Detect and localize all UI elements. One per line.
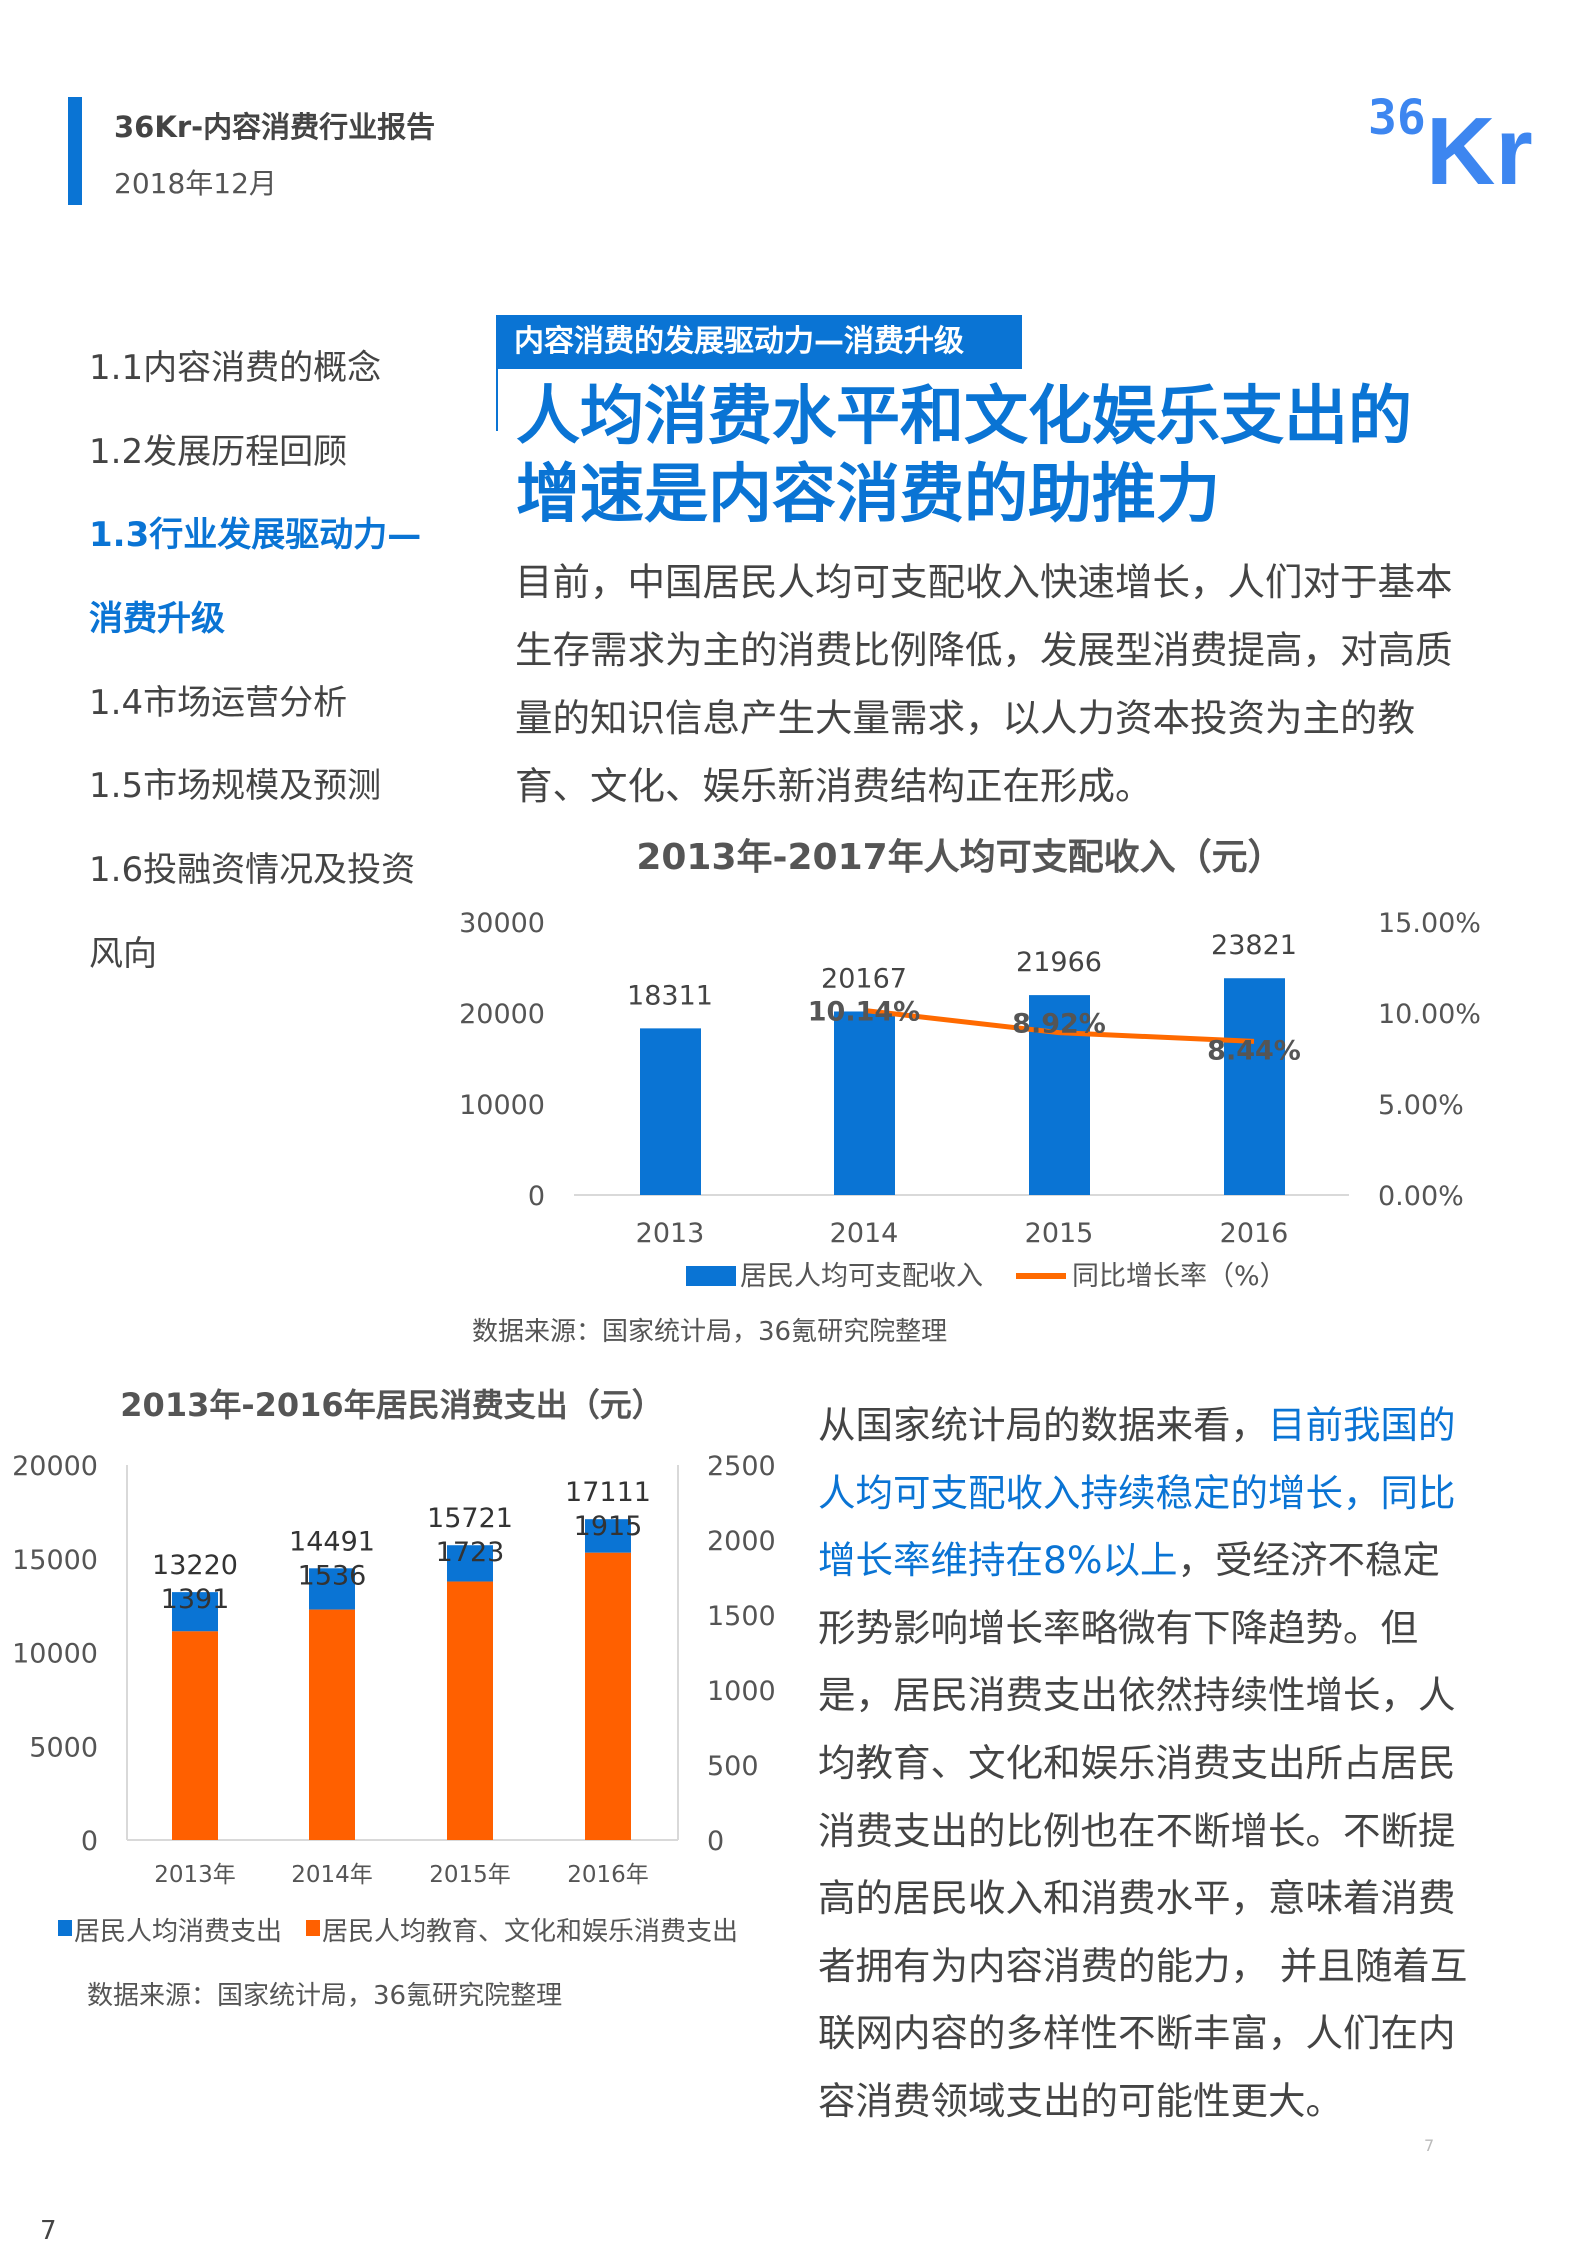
page-headline: 人均消费水平和文化娱乐支出的 增速是内容消费的助推力 bbox=[516, 378, 1516, 534]
svg-text:36: 36 bbox=[1368, 92, 1426, 146]
nav-item-market-size[interactable]: 1.5市场规模及预测 bbox=[89, 766, 382, 806]
chart1-y-tick: 0 bbox=[528, 1181, 545, 1212]
chart1-legend-bar: 居民人均可支配收入 bbox=[740, 1261, 983, 1292]
chart1-y2-tick: 15.00% bbox=[1378, 908, 1481, 939]
chart2-x-tick: 2016年 bbox=[567, 1862, 649, 1888]
analysis-text: 从国家统计局的数据来看， bbox=[818, 1403, 1268, 1447]
chart2-y2-tick: 1500 bbox=[707, 1601, 776, 1632]
chart2-y2-tick: 2500 bbox=[707, 1451, 776, 1482]
chart2-source: 数据来源：国家统计局，36氪研究院整理 bbox=[87, 1981, 562, 2011]
chart1-y-tick: 10000 bbox=[459, 1090, 545, 1121]
analysis-text-cont: ，受经济不稳定形势影响增长率略微有下降趋势。但是，居民消费支出依然持续性增长，人… bbox=[818, 1538, 1468, 2123]
svg-text:Kr: Kr bbox=[1426, 98, 1533, 187]
chart2-bar-education bbox=[309, 1609, 355, 1840]
nav-item-history[interactable]: 1.2发展历程回顾 bbox=[89, 432, 348, 472]
chart2-x-tick: 2015年 bbox=[429, 1862, 511, 1888]
chart2-legend-total-swatch bbox=[58, 1920, 72, 1936]
section-tag: 内容消费的发展驱动力—消费升级 bbox=[496, 315, 1022, 369]
chart2-y2-tick: 500 bbox=[707, 1751, 759, 1782]
chart1-line-label: 8.44% bbox=[1207, 1035, 1301, 1066]
chart1-bar bbox=[1224, 978, 1285, 1195]
chart2-total-label: 14491 bbox=[289, 1526, 375, 1557]
chart1-title: 2013年-2017年人均可支配收入（元） bbox=[636, 837, 1283, 878]
chart1-y2-tick: 10.00% bbox=[1378, 999, 1481, 1030]
intro-paragraph: 目前，中国居民人均可支配收入快速增长，人们对于基本生存需求为主的消费比例降低，发… bbox=[515, 560, 1453, 808]
chart1-legend-line-swatch bbox=[1016, 1273, 1066, 1279]
chart2-y2-tick: 2000 bbox=[707, 1526, 776, 1557]
chart2-education-label: 1391 bbox=[161, 1584, 230, 1615]
chart1-bar bbox=[640, 1028, 701, 1195]
chart2-total-label: 17111 bbox=[565, 1477, 651, 1508]
chart1-bar-label: 23821 bbox=[1211, 930, 1297, 961]
chart2-y-tick: 10000 bbox=[12, 1639, 98, 1670]
chart2-bar-education bbox=[585, 1552, 631, 1840]
chart2-bar-education bbox=[447, 1581, 493, 1840]
chart2-bar-total bbox=[309, 1568, 355, 1610]
chart2-total-label: 13220 bbox=[152, 1550, 238, 1581]
nav-item-drivers[interactable]: 1.3行业发展驱动力— bbox=[89, 515, 422, 555]
chart2-y-tick: 5000 bbox=[29, 1732, 98, 1763]
chart2-y-tick: 15000 bbox=[12, 1545, 98, 1576]
chart1-legend-bar-swatch bbox=[686, 1266, 736, 1286]
nav-item-investment[interactable]: 1.6投融资情况及投资 bbox=[89, 850, 416, 890]
nav-item-investment-cont[interactable]: 风向 bbox=[89, 934, 157, 974]
header-accent-bar bbox=[68, 97, 82, 205]
chart2-bar-total bbox=[172, 1592, 218, 1632]
chart1-line-label: 8.92% bbox=[1012, 1009, 1106, 1040]
chart2-y-tick: 20000 bbox=[12, 1451, 98, 1482]
chart2-legend-total: 居民人均消费支出 bbox=[74, 1917, 282, 1947]
nav-item-operations[interactable]: 1.4市场运营分析 bbox=[89, 683, 348, 723]
chart2-bar-education bbox=[172, 1631, 218, 1840]
chart2-legend-education-swatch bbox=[306, 1920, 320, 1936]
page-number: 7 bbox=[40, 2216, 57, 2246]
chart1-x-tick: 2014 bbox=[830, 1218, 899, 1249]
chart1-growth-line bbox=[863, 1007, 1255, 1044]
chart1-bar-label: 18311 bbox=[627, 980, 713, 1011]
chart1-bar-label: 20167 bbox=[821, 963, 907, 994]
chart2-total-label: 15721 bbox=[427, 1503, 513, 1534]
headline-line-1: 人均消费水平和文化娱乐支出的 bbox=[516, 380, 1412, 454]
chart1-y-tick: 20000 bbox=[459, 999, 545, 1030]
nav-item-concept[interactable]: 1.1内容消费的概念 bbox=[89, 348, 382, 388]
nav-item-drivers-cont[interactable]: 消费升级 bbox=[89, 599, 225, 639]
chart2-education-label: 1723 bbox=[436, 1537, 505, 1568]
chart1-y2-tick: 5.00% bbox=[1378, 1090, 1464, 1121]
36kr-logo: 36 Kr bbox=[1368, 92, 1533, 187]
chart2-title: 2013年-2016年居民消费支出（元） bbox=[120, 1386, 663, 1424]
chart2-legend-education: 居民人均教育、文化和娱乐消费支出 bbox=[322, 1917, 738, 1947]
chart1-legend-line: 同比增长率（%） bbox=[1072, 1261, 1287, 1292]
chart2-bar-total bbox=[447, 1545, 493, 1582]
report-title: 36Kr-内容消费行业报告 bbox=[114, 110, 436, 144]
chart1-bar bbox=[834, 1011, 895, 1195]
chart1-source: 数据来源：国家统计局，36氪研究院整理 bbox=[472, 1317, 947, 1347]
chart1-y2-tick: 0.00% bbox=[1378, 1181, 1464, 1212]
report-date: 2018年12月 bbox=[114, 167, 277, 200]
chart2-y2-tick: 1000 bbox=[707, 1676, 776, 1707]
chart2-education-label: 1915 bbox=[574, 1511, 643, 1542]
chart1-x-tick: 2016 bbox=[1220, 1218, 1289, 1249]
chart1-x-tick: 2015 bbox=[1025, 1218, 1094, 1249]
tag-divider bbox=[496, 369, 498, 431]
analysis-highlight: 目前我国的人均可支配收入持续稳定的增长，同比增长率维持在8%以上 bbox=[818, 1403, 1456, 1583]
chart1-y-tick: 30000 bbox=[459, 908, 545, 939]
chart2-bar-total bbox=[585, 1519, 631, 1553]
chart2-x-tick: 2014年 bbox=[291, 1862, 373, 1888]
chart2-y-tick: 0 bbox=[81, 1826, 98, 1857]
chart1-line-label: 10.14% bbox=[808, 996, 920, 1027]
headline-line-2: 增速是内容消费的助推力 bbox=[516, 458, 1220, 532]
chart1-x-tick: 2013 bbox=[636, 1218, 705, 1249]
chart1-bar-label: 21966 bbox=[1016, 947, 1102, 978]
chart2-y2-tick: 0 bbox=[707, 1826, 724, 1857]
chart2-education-label: 1536 bbox=[298, 1560, 367, 1591]
chart2-x-tick: 2013年 bbox=[154, 1862, 236, 1888]
analysis-paragraph: 从国家统计局的数据来看，目前我国的人均可支配收入持续稳定的增长，同比增长率维持在… bbox=[818, 1392, 1468, 2136]
page-number-faint: 7 bbox=[1424, 2136, 1435, 2155]
